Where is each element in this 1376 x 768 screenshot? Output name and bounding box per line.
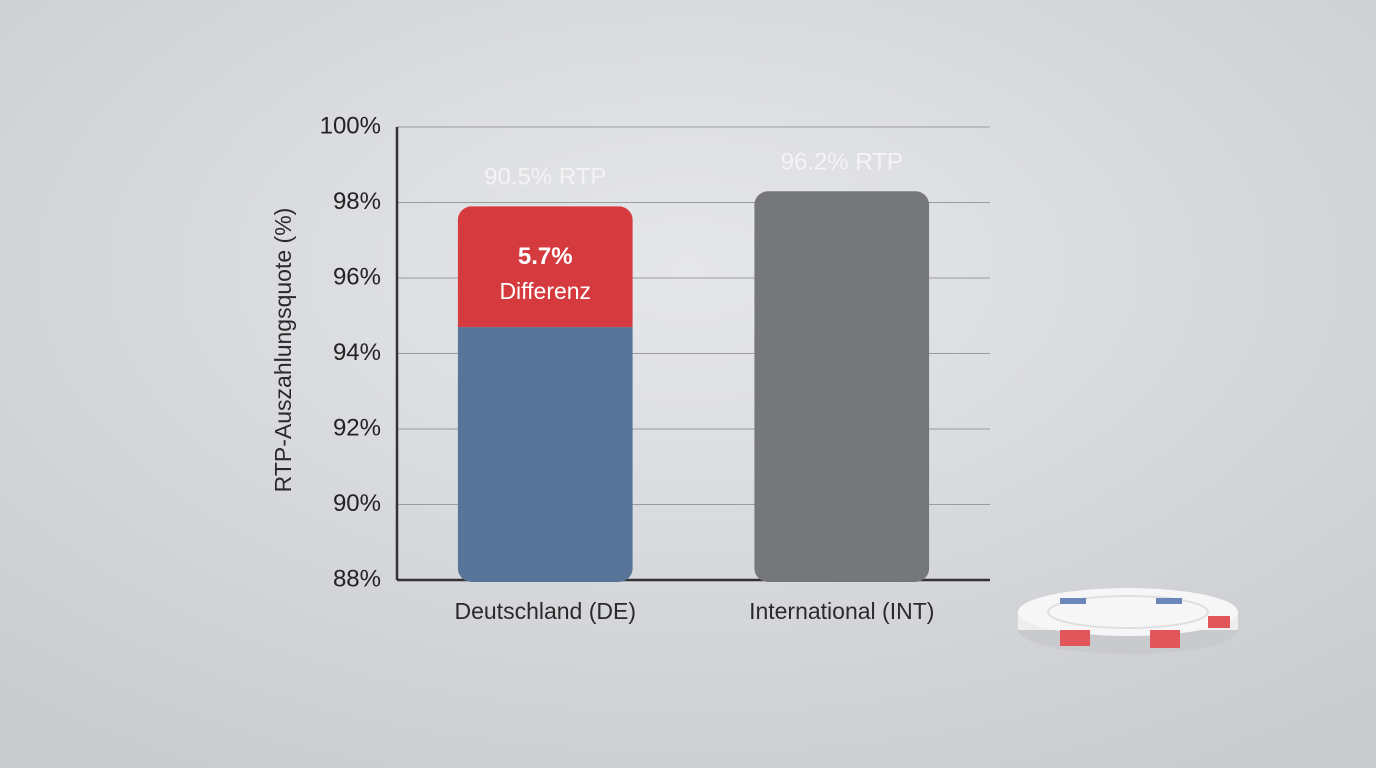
x-tick-label: Deutschland (DE): [454, 598, 636, 624]
bar-segment: [457, 327, 633, 582]
y-axis-label: RTP-Auszahlungsquote (%): [270, 208, 296, 493]
bar-label: 90.5% RTP: [484, 164, 606, 191]
y-tick-label: 92%: [333, 414, 381, 441]
y-tick-label: 96%: [333, 263, 381, 290]
y-tick-label: 88%: [333, 565, 381, 592]
bar-label: 96.2% RTP: [781, 149, 903, 176]
bar-group: [754, 191, 930, 583]
y-tick-label: 98%: [333, 188, 381, 215]
bar-group: [457, 206, 633, 582]
x-tick-label: International (INT): [749, 598, 934, 624]
bar-segment: [754, 191, 930, 583]
poker-chip: [1018, 588, 1238, 654]
bar-segment: [457, 206, 633, 328]
y-tick-label: 90%: [333, 490, 381, 517]
segment-label: 5.7%: [518, 243, 573, 270]
segment-label: Differenz: [499, 278, 591, 304]
y-tick-label: 94%: [333, 339, 381, 366]
y-tick-label: 100%: [320, 112, 381, 139]
